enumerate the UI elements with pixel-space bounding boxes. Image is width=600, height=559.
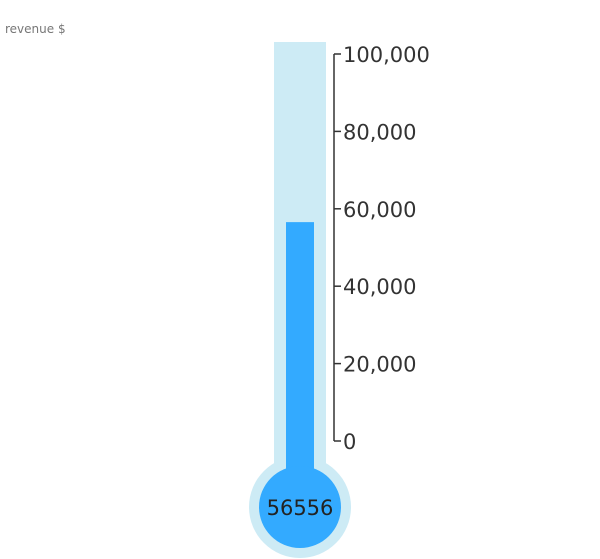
axis-tick-label: 40,000	[343, 275, 416, 299]
axis-tick-label: 60,000	[343, 198, 416, 222]
value-axis: 0 20,000 40,000 60,000 80,000 100,000	[333, 43, 430, 454]
thermometer-fill-bar	[286, 222, 314, 500]
thermometer-bulb-fill	[259, 466, 341, 548]
axis-tick-label: 20,000	[343, 353, 416, 377]
axis-tick-label: 0	[343, 430, 356, 454]
axis-tick-label: 80,000	[343, 120, 416, 144]
thermometer-value-label: 56556	[267, 496, 334, 520]
axis-tick-label: 100,000	[343, 43, 430, 67]
visual-title: revenue $	[5, 22, 66, 36]
